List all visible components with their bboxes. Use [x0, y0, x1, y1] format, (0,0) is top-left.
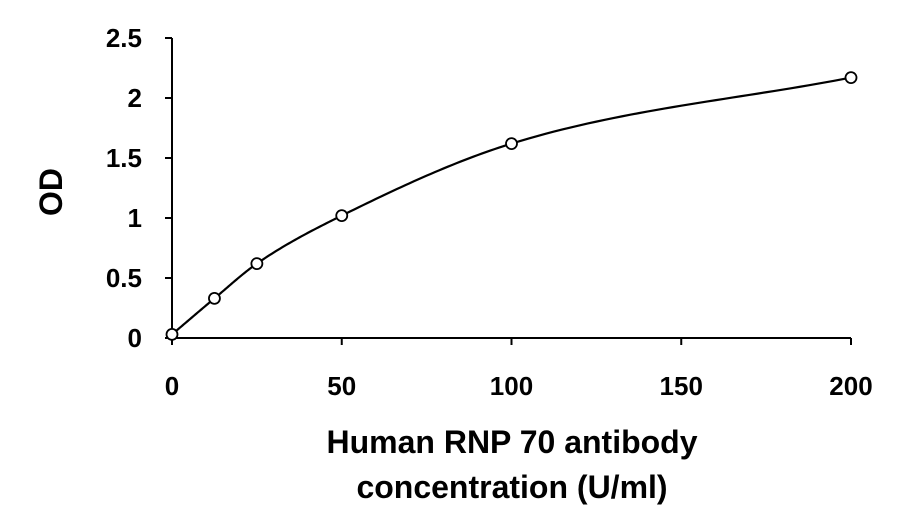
x-ticks: 0 50 100 150 200 [165, 338, 873, 401]
data-point [505, 137, 518, 151]
data-point [250, 257, 264, 271]
y-tick-label: 2 [128, 83, 142, 113]
x-axis-title-line-2: concentration (U/ml) [356, 469, 667, 505]
data-point [844, 71, 858, 84]
y-axis-title: OD [33, 168, 69, 216]
data-point [165, 327, 179, 341]
x-axis-title-line-1: Human RNP 70 antibody [326, 424, 697, 460]
y-tick-label: 1 [128, 203, 142, 233]
fit-curve [171, 76, 852, 336]
y-ticks: 0 0.5 1 1.5 2 2.5 [106, 23, 172, 353]
data-points [165, 71, 858, 341]
data-point [335, 209, 349, 223]
data-point [208, 291, 221, 305]
y-tick-label: 2.5 [106, 23, 142, 53]
x-tick-label: 0 [165, 371, 179, 401]
x-tick-label: 200 [829, 371, 872, 401]
x-tick-label: 150 [660, 371, 703, 401]
x-tick-label: 50 [327, 371, 356, 401]
y-tick-label: 0.5 [106, 263, 142, 293]
x-tick-label: 100 [490, 371, 533, 401]
y-tick-label: 1.5 [106, 143, 142, 173]
y-tick-label: 0 [128, 323, 142, 353]
